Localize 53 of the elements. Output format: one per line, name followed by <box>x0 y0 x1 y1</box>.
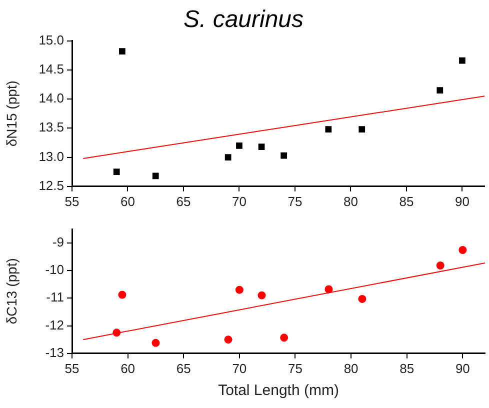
y-tick-label: 15.0 <box>38 32 64 48</box>
point <box>152 338 160 347</box>
point <box>324 285 333 294</box>
point <box>235 286 244 294</box>
point <box>358 294 366 303</box>
x-tick-label: 80 <box>344 360 358 376</box>
x-tick-label: 70 <box>232 360 247 376</box>
y-tick-label: 14.0 <box>38 90 64 106</box>
x-tick-label: 60 <box>120 360 136 376</box>
x-tick-label: 55 <box>64 194 80 209</box>
point <box>112 328 121 337</box>
point <box>459 57 466 64</box>
point <box>118 48 126 54</box>
x-tick-label: 90 <box>454 194 470 209</box>
y-tick-label: -10 <box>45 262 64 278</box>
y-tick-label: 13.5 <box>38 120 64 135</box>
y-tick-label: -13 <box>45 344 64 360</box>
x-tick-label: 75 <box>288 194 302 209</box>
point <box>236 142 242 149</box>
point <box>152 172 159 180</box>
point <box>258 291 266 300</box>
y-axis-title: δC13 (ppt) <box>3 258 20 324</box>
chart-title: S. caurinus <box>183 6 304 34</box>
point <box>280 334 288 342</box>
point <box>224 336 232 344</box>
point <box>258 144 265 150</box>
y-axis-title: δN15 (ppt) <box>3 80 20 147</box>
x-tick-label: 55 <box>64 360 80 376</box>
point <box>118 290 126 299</box>
x-tick-label: 90 <box>455 360 470 376</box>
point <box>436 87 444 94</box>
point <box>280 152 288 159</box>
y-tick-label: 13.0 <box>38 148 64 164</box>
point <box>113 168 120 176</box>
point <box>458 246 467 254</box>
x-tick-label: 60 <box>120 194 135 209</box>
point <box>325 126 332 133</box>
point <box>436 261 444 270</box>
y-tick-label: -11 <box>46 290 64 305</box>
point <box>358 126 366 133</box>
x-tick-label: 70 <box>232 194 246 209</box>
point <box>224 154 232 160</box>
y-tick-label: -9 <box>52 234 64 250</box>
y-tick-label: -12 <box>45 317 64 332</box>
x-tick-label: 65 <box>176 360 191 376</box>
y-tick-label: 14.5 <box>38 62 64 76</box>
x-tick-label: 75 <box>288 360 302 376</box>
x-tick-label: 85 <box>399 194 414 209</box>
x-axis-title: Total Length (mm) <box>218 382 339 400</box>
x-tick-label: 80 <box>343 194 358 209</box>
x-tick-label: 65 <box>176 194 191 209</box>
x-tick-label: 85 <box>400 360 414 376</box>
y-tick-label: 12.5 <box>38 178 64 193</box>
